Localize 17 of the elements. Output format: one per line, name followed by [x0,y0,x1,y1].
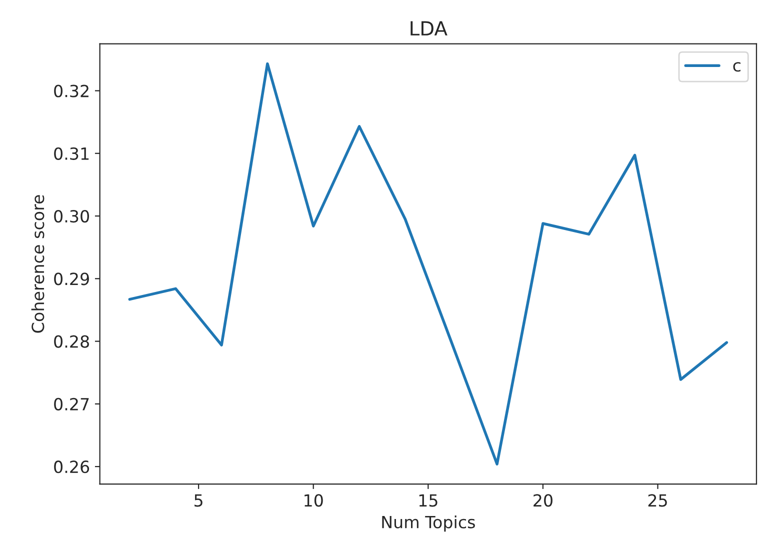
x-tick-label: 20 [534,494,552,507]
line-series [128,62,728,466]
x-axis-title: Num Topics [382,516,475,532]
legend-label: c [733,62,740,72]
y-axis-title: Coherence score [31,195,44,333]
x-tick-label: 15 [419,494,438,507]
y-tick-label: 0.32 [54,84,88,98]
chart-title: LDA [410,21,448,36]
y-tick-label: 0.31 [54,147,89,160]
y-tick-label: 0.29 [54,272,89,286]
x-tick-label: 25 [648,494,667,507]
x-tick-label: 5 [194,494,202,507]
y-tick-label: 0.28 [54,335,89,348]
y-tick-label: 0.26 [54,460,90,474]
y-tick-label: 0.27 [54,398,89,410]
x-tick-label: 10 [304,494,323,507]
y-tick-label: 0.30 [54,210,90,223]
